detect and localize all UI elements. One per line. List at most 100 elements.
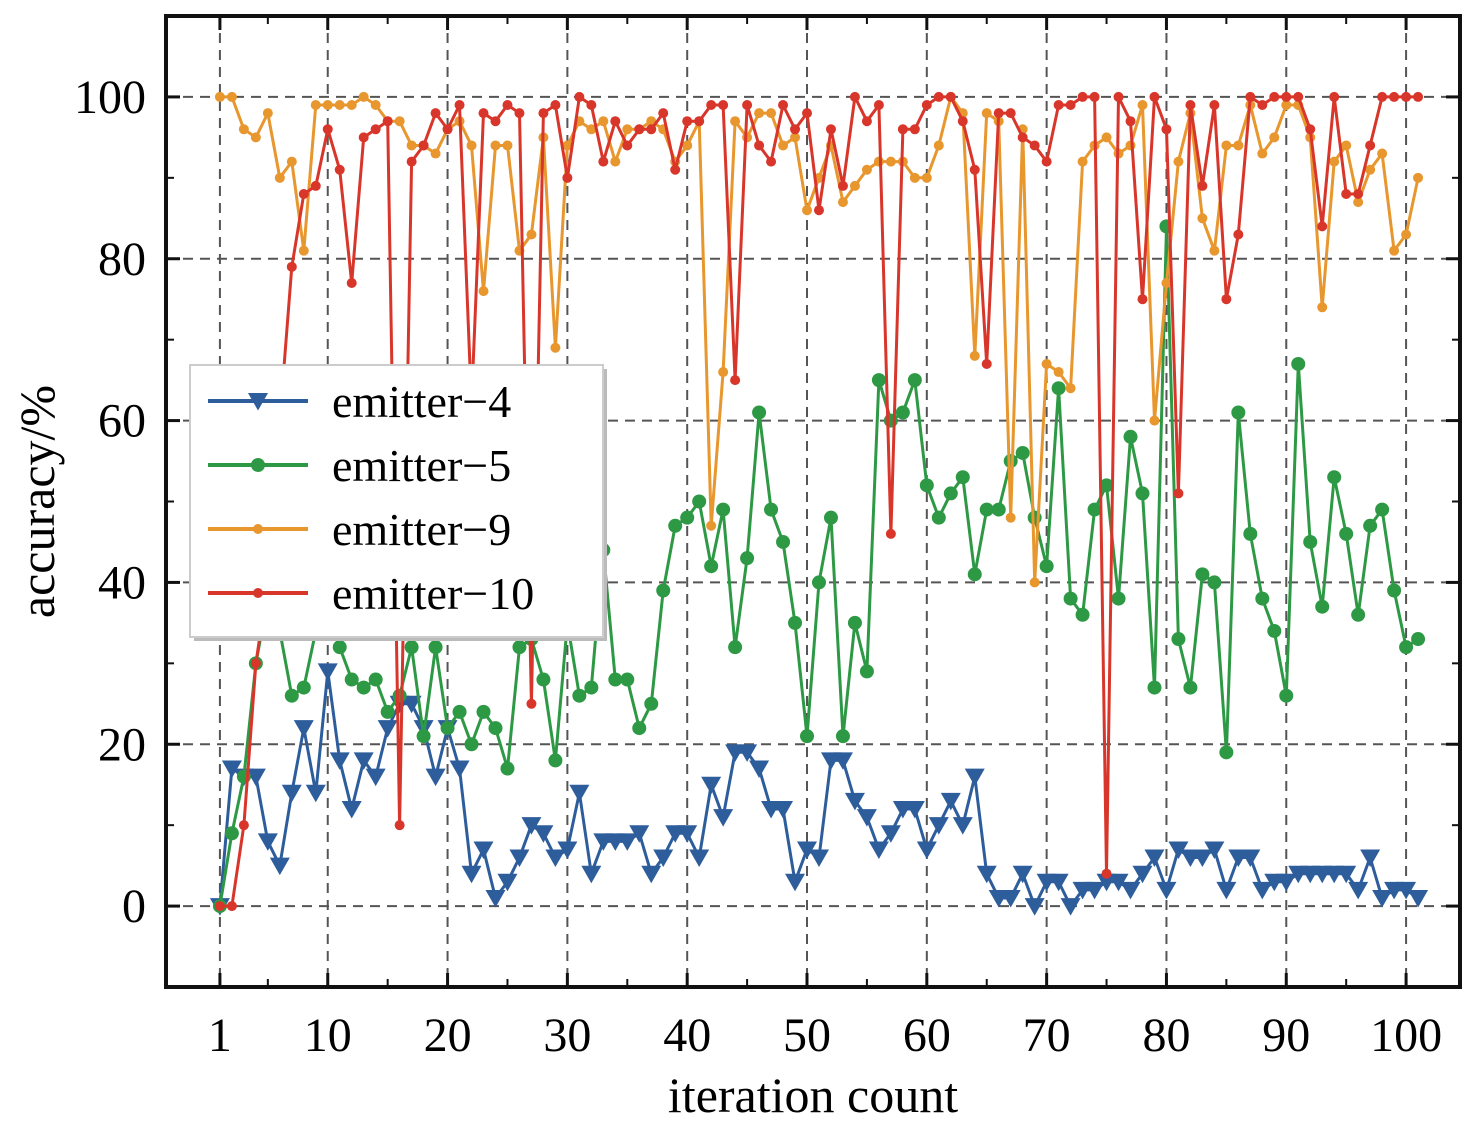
data-point bbox=[856, 809, 877, 827]
data-point bbox=[837, 197, 848, 208]
data-point bbox=[940, 792, 961, 811]
x-tick-label: 1 bbox=[208, 1009, 232, 1062]
data-point bbox=[500, 761, 515, 776]
data-point bbox=[1303, 534, 1318, 549]
data-point bbox=[1291, 356, 1306, 371]
data-point bbox=[334, 100, 345, 111]
data-point bbox=[1000, 889, 1021, 908]
data-point bbox=[1377, 148, 1388, 159]
data-point bbox=[861, 164, 872, 175]
data-point bbox=[1293, 91, 1304, 102]
x-tick-label: 40 bbox=[663, 1009, 711, 1062]
data-point bbox=[610, 116, 621, 127]
data-point bbox=[740, 551, 755, 566]
data-point bbox=[1329, 156, 1340, 167]
data-point bbox=[334, 164, 345, 175]
x-tick-label: 90 bbox=[1262, 1009, 1310, 1062]
data-point bbox=[1108, 873, 1129, 892]
data-point bbox=[214, 901, 225, 912]
data-point bbox=[1279, 688, 1294, 703]
data-point bbox=[1111, 591, 1126, 606]
data-point bbox=[766, 156, 777, 167]
data-point bbox=[969, 164, 980, 175]
data-point bbox=[907, 373, 922, 388]
data-point bbox=[976, 865, 997, 884]
data-point bbox=[1353, 189, 1364, 200]
y-tick-label: 20 bbox=[98, 718, 146, 771]
data-point bbox=[704, 559, 719, 574]
data-point bbox=[226, 91, 237, 102]
data-point bbox=[1396, 881, 1417, 900]
data-point bbox=[871, 373, 886, 388]
data-point bbox=[488, 721, 503, 736]
data-point bbox=[365, 768, 386, 787]
y-tick-label: 0 bbox=[122, 880, 146, 933]
data-point bbox=[404, 640, 419, 655]
data-point bbox=[952, 817, 973, 835]
data-point bbox=[1149, 91, 1160, 102]
data-point bbox=[1387, 583, 1402, 598]
data-point bbox=[1144, 849, 1165, 868]
data-point bbox=[808, 849, 829, 868]
data-point bbox=[574, 91, 585, 102]
data-point bbox=[1005, 512, 1016, 523]
data-point bbox=[608, 672, 623, 687]
data-point bbox=[586, 100, 597, 111]
data-point bbox=[1267, 623, 1282, 638]
data-point bbox=[562, 140, 573, 151]
data-point bbox=[716, 502, 731, 517]
data-point bbox=[382, 116, 393, 127]
data-point bbox=[897, 124, 908, 135]
data-point bbox=[895, 405, 910, 420]
data-point bbox=[473, 841, 494, 859]
x-tick-label: 60 bbox=[903, 1009, 951, 1062]
data-point bbox=[1209, 245, 1220, 256]
data-point bbox=[1375, 502, 1390, 517]
data-point bbox=[931, 510, 946, 525]
data-point bbox=[1183, 680, 1198, 695]
data-point bbox=[1231, 405, 1246, 420]
data-point bbox=[1257, 100, 1268, 111]
data-point bbox=[694, 116, 705, 127]
data-point bbox=[1060, 898, 1081, 916]
data-point bbox=[358, 132, 369, 143]
data-point bbox=[713, 809, 734, 827]
data-point bbox=[1216, 881, 1237, 900]
data-point bbox=[550, 100, 561, 111]
data-point bbox=[562, 172, 573, 183]
data-point bbox=[1113, 91, 1124, 102]
data-point bbox=[1173, 156, 1184, 167]
data-point bbox=[1221, 294, 1232, 305]
data-point bbox=[1185, 100, 1196, 111]
data-point bbox=[993, 108, 1004, 119]
data-point bbox=[1065, 383, 1076, 394]
data-point bbox=[692, 494, 707, 509]
data-point bbox=[370, 100, 381, 111]
data-point bbox=[329, 752, 350, 770]
data-point bbox=[730, 375, 741, 386]
data-point bbox=[730, 116, 741, 127]
data-point bbox=[964, 768, 985, 787]
data-point bbox=[548, 753, 563, 768]
data-point bbox=[682, 116, 693, 127]
data-point bbox=[533, 825, 554, 843]
data-point bbox=[802, 205, 813, 216]
data-point bbox=[1015, 445, 1030, 460]
data-point bbox=[521, 817, 542, 835]
data-point bbox=[490, 116, 501, 127]
data-point bbox=[332, 640, 347, 655]
data-point bbox=[452, 704, 467, 719]
data-point bbox=[1168, 841, 1189, 859]
data-point bbox=[1365, 140, 1376, 151]
data-point bbox=[1197, 180, 1208, 191]
data-point bbox=[466, 140, 477, 151]
data-point bbox=[749, 760, 770, 779]
data-point bbox=[802, 108, 813, 119]
data-point bbox=[1243, 526, 1258, 541]
data-point bbox=[634, 124, 645, 135]
data-point bbox=[1245, 91, 1256, 102]
data-point bbox=[1041, 358, 1052, 369]
data-point bbox=[670, 164, 681, 175]
data-point bbox=[766, 108, 777, 119]
data-point bbox=[502, 100, 513, 111]
